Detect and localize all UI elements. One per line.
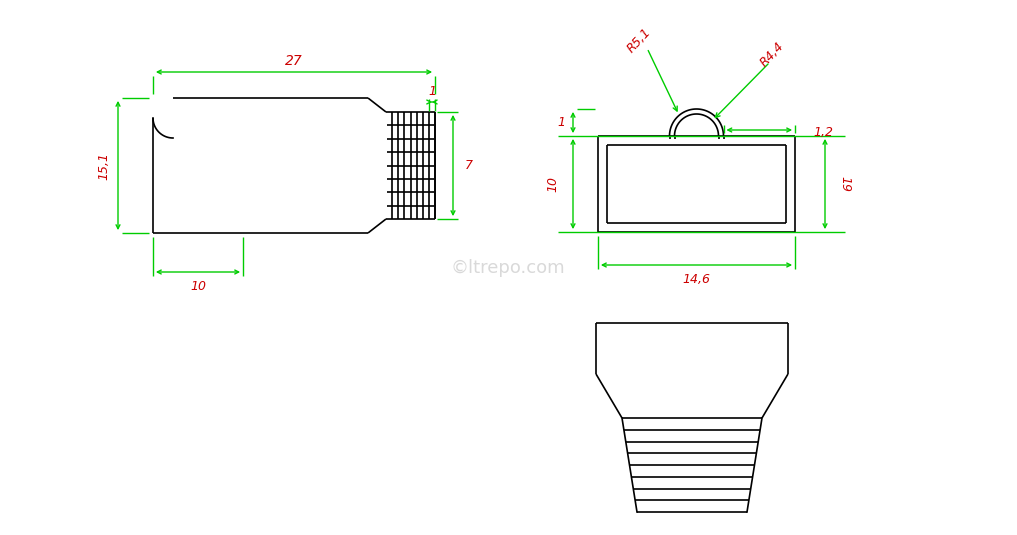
- Text: 27: 27: [285, 54, 303, 68]
- Text: 15,1: 15,1: [98, 151, 111, 180]
- Text: 1: 1: [557, 116, 565, 129]
- Text: 19: 19: [838, 176, 851, 192]
- Text: 10: 10: [190, 279, 206, 293]
- Text: 10: 10: [546, 176, 559, 192]
- Text: 14,6: 14,6: [682, 272, 711, 286]
- Text: R4,4: R4,4: [758, 39, 786, 69]
- Text: 1: 1: [428, 85, 436, 97]
- Text: 1,2: 1,2: [813, 126, 833, 139]
- Text: 7: 7: [465, 159, 473, 172]
- Text: ©ltrepo.com: ©ltrepo.com: [451, 259, 565, 277]
- Text: R5,1: R5,1: [624, 25, 654, 55]
